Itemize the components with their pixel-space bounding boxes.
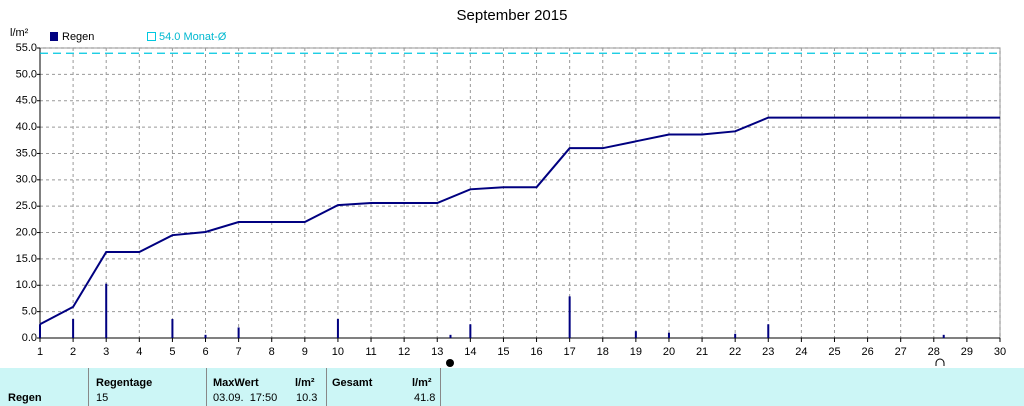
x-tick-label: 24 — [795, 346, 807, 358]
x-tick-label: 8 — [269, 346, 275, 358]
plot-frame — [39, 47, 1001, 339]
y-tick-label: 45.0 — [16, 95, 37, 107]
x-tick-label: 19 — [630, 346, 642, 358]
x-tick-label: 17 — [564, 346, 576, 358]
x-tick-label: 12 — [398, 346, 410, 358]
x-tick-label: 21 — [696, 346, 708, 358]
x-tick-label: 1 — [37, 346, 43, 358]
header: l/m² — [412, 377, 432, 389]
rain-bar — [336, 319, 339, 338]
legend-label: 54.0 Monat-Ø — [159, 31, 227, 43]
y-tick-label: 50.0 — [16, 68, 37, 80]
x-tick-label: 10 — [332, 346, 344, 358]
header: MaxWert — [213, 377, 259, 389]
rain-bar — [667, 332, 670, 338]
legend-swatch — [50, 32, 58, 41]
cumulative-line — [39, 116, 1000, 326]
moon-new — [446, 359, 454, 367]
cell: 10.3 — [296, 392, 318, 404]
moon-full — [935, 358, 945, 366]
cell: 15 — [96, 392, 109, 404]
x-tick-label: 25 — [828, 346, 840, 358]
chart-title: September 2015 — [457, 7, 568, 24]
x-tick-label: 30 — [994, 346, 1006, 358]
header: Gesamt — [332, 377, 373, 389]
cell: 41.8 — [414, 392, 436, 404]
chart: September 2015 l/m² Regen 54.0 Monat-Ø 0… — [10, 7, 1006, 367]
x-tick-label: 18 — [597, 346, 609, 358]
y-tick-label: 20.0 — [16, 226, 37, 238]
x-tick-label: 27 — [895, 346, 907, 358]
rain-bar — [767, 324, 770, 338]
cell: 03.09. 17:50 — [213, 392, 278, 404]
rain-bar — [204, 334, 207, 338]
rain-bar — [568, 296, 571, 338]
x-tick-label: 28 — [928, 346, 940, 358]
x-tick-label: 20 — [663, 346, 675, 358]
x-tick-label: 15 — [497, 346, 509, 358]
x-tick-label: 11 — [365, 346, 376, 358]
rain-bar — [449, 334, 452, 338]
x-tick-label: 22 — [729, 346, 741, 358]
rain-bar — [734, 333, 737, 338]
separator — [440, 368, 441, 406]
separator — [326, 368, 327, 406]
rain-bar — [39, 324, 41, 338]
x-tick-label: 13 — [431, 346, 443, 358]
y-tick-label: 10.0 — [16, 279, 37, 291]
legend-label: Regen — [62, 31, 94, 43]
summary-table: Regen Regentage MaxWert l/m² Gesamt l/m²… — [0, 368, 1024, 406]
x-tick-label: 3 — [103, 346, 109, 358]
x-tick-label: 14 — [464, 346, 476, 358]
header: Regentage — [96, 377, 153, 389]
separator — [206, 368, 207, 406]
x-tick-label: 23 — [762, 346, 774, 358]
rain-bar — [171, 319, 174, 338]
x-tick-label: 26 — [861, 346, 873, 358]
x-tick-label: 6 — [202, 346, 208, 358]
x-tick-label: 9 — [302, 346, 308, 358]
y-tick-label: 5.0 — [22, 306, 37, 318]
x-tick-label: 7 — [236, 346, 242, 358]
x-tick-label: 4 — [136, 346, 142, 358]
rain-bar — [237, 327, 240, 338]
x-tick-label: 5 — [169, 346, 175, 358]
y-tick-label: 35.0 — [16, 147, 37, 159]
y-tick-label: 55.0 — [16, 42, 37, 54]
rain-bar — [634, 331, 637, 338]
separator — [88, 368, 89, 406]
y-tick-label: 30.0 — [16, 174, 37, 186]
x-tick-label: 29 — [961, 346, 973, 358]
y-unit: l/m² — [10, 27, 29, 39]
x-tick-label: 16 — [530, 346, 542, 358]
rain-bar — [942, 334, 945, 338]
y-tick-label: 40.0 — [16, 121, 37, 133]
rain-bar — [105, 283, 108, 338]
y-tick-label: 25.0 — [16, 200, 37, 212]
y-tick-label: 0.0 — [22, 332, 37, 344]
rain-bar — [469, 324, 472, 338]
x-tick-label: 2 — [70, 346, 76, 358]
legend-swatch — [147, 32, 156, 41]
header: l/m² — [295, 377, 315, 389]
y-tick-label: 15.0 — [16, 253, 37, 265]
rain-bar — [72, 319, 75, 338]
row-label: Regen — [8, 392, 42, 404]
